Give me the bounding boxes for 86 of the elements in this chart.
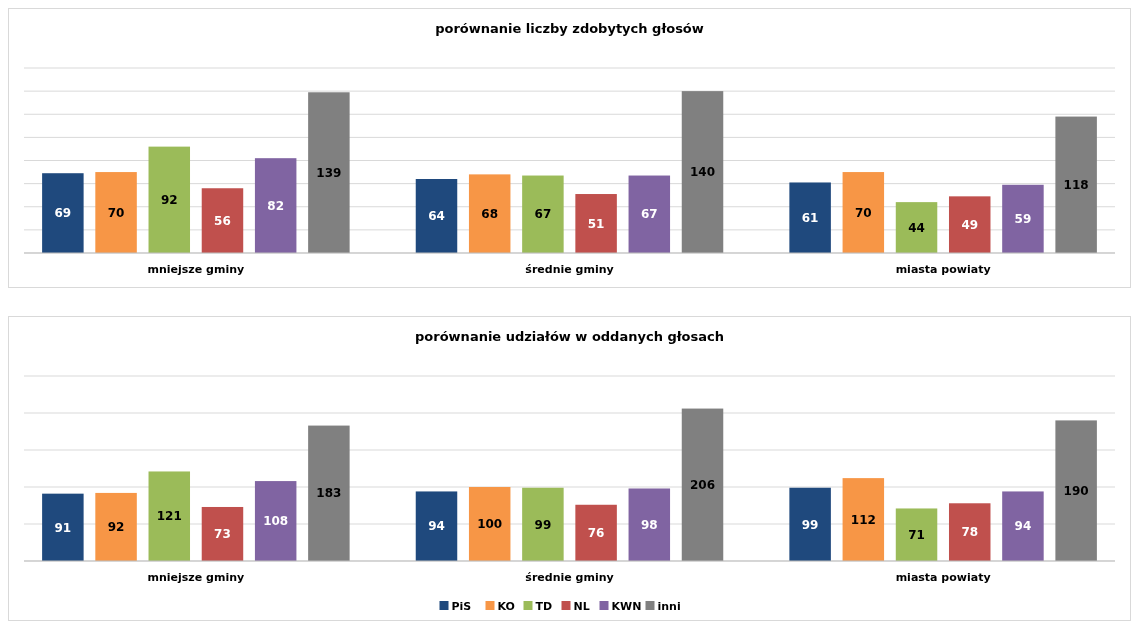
data-label: 59: [1014, 212, 1032, 227]
data-label: 99: [801, 517, 819, 532]
x-tick-label: średnie gminy: [525, 263, 614, 276]
chart-title: porównanie liczby zdobytych głosów: [435, 21, 704, 36]
data-label: 67: [640, 207, 658, 222]
data-label: 98: [640, 517, 658, 532]
data-label: 100: [477, 517, 503, 532]
legend-label: KWN: [611, 599, 642, 613]
data-label: 44: [908, 220, 925, 235]
bar: [789, 182, 831, 253]
bar: [575, 504, 617, 561]
data-label: 140: [689, 165, 716, 180]
data-label: 78: [961, 525, 979, 540]
bar: [42, 173, 84, 253]
bar: [254, 158, 297, 253]
legend-label: KO: [497, 599, 515, 613]
bar: [575, 194, 617, 253]
bar: [895, 508, 938, 561]
bar: [308, 425, 350, 561]
data-label: 76: [587, 526, 605, 541]
x-tick-label: mniejsze gminy: [147, 571, 245, 584]
bar: [1002, 184, 1044, 253]
bar: [681, 408, 724, 561]
bar: [148, 146, 191, 253]
bar: [201, 506, 244, 561]
data-label: 139: [316, 165, 342, 180]
data-label: 206: [689, 477, 716, 492]
data-label: 61: [801, 210, 819, 225]
data-label: 70: [107, 205, 125, 220]
data-label: 121: [156, 509, 182, 524]
bar: [1055, 420, 1097, 561]
data-label: 51: [587, 216, 605, 231]
bar: [468, 487, 511, 561]
data-label: 56: [214, 213, 231, 228]
data-label: 112: [850, 512, 876, 527]
bar: [1055, 116, 1097, 253]
data-label: 73: [214, 527, 231, 542]
data-label: 67: [534, 207, 552, 222]
chart-title: porównanie udziałów w oddanych głosach: [415, 329, 724, 344]
bar: [1002, 491, 1044, 561]
data-label: 91: [54, 520, 72, 535]
bar: [842, 172, 885, 253]
data-label: 92: [160, 193, 178, 208]
data-label: 190: [1063, 483, 1089, 498]
legend-label: inni: [657, 599, 681, 613]
bar: [681, 91, 724, 253]
x-tick-label: średnie gminy: [525, 571, 614, 584]
legend-label: TD: [535, 599, 553, 613]
data-label: 69: [54, 206, 72, 221]
data-label: 70: [854, 205, 872, 220]
bar: [415, 491, 458, 561]
bar: [789, 487, 831, 561]
data-label: 64: [428, 209, 445, 224]
x-tick-label: mniejsze gminy: [147, 263, 245, 276]
bar: [148, 471, 191, 561]
bar: [522, 487, 564, 561]
data-label: 183: [316, 486, 342, 501]
data-label: 71: [908, 527, 925, 542]
legend-label: NL: [573, 599, 590, 613]
data-label: 92: [107, 520, 125, 535]
bar: [842, 478, 885, 561]
data-label: 94: [1014, 519, 1032, 534]
bar: [415, 179, 458, 253]
data-label: 82: [267, 198, 285, 213]
data-label: 94: [428, 519, 445, 534]
bar: [308, 92, 350, 253]
bar: [468, 174, 511, 253]
data-label: 68: [481, 206, 499, 221]
bar: [42, 493, 84, 561]
bar: [628, 175, 671, 253]
bar: [254, 481, 297, 561]
bar: [948, 503, 991, 561]
x-tick-label: miasta powiaty: [895, 571, 991, 584]
data-label: 99: [534, 517, 552, 532]
bar: [895, 202, 938, 253]
data-label: 108: [263, 514, 289, 529]
data-label: 118: [1063, 177, 1089, 192]
bar: [522, 175, 564, 253]
bar: [95, 492, 137, 561]
bar: [201, 188, 244, 253]
bar: [948, 196, 991, 253]
data-label: 49: [961, 217, 979, 232]
x-tick-label: miasta powiaty: [895, 263, 991, 276]
legend-label: PiS: [451, 599, 472, 613]
bar: [95, 172, 137, 253]
bar: [628, 488, 671, 561]
